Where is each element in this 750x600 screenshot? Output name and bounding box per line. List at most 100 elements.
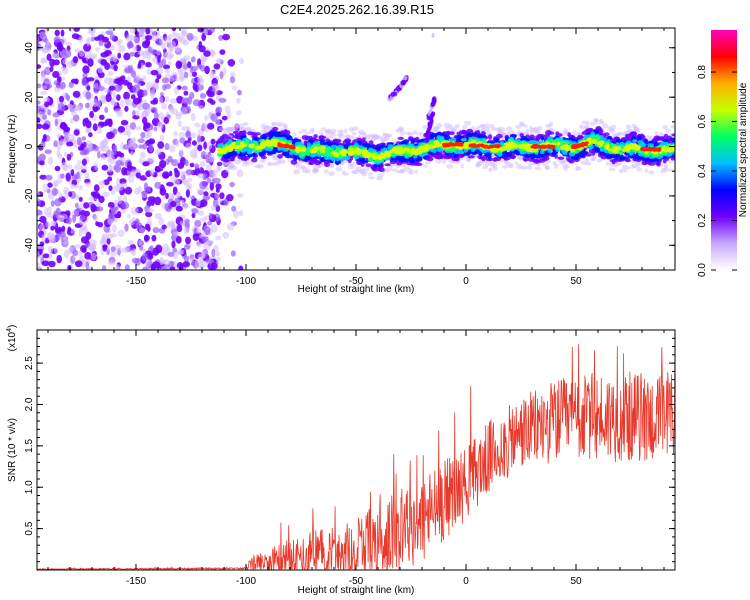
noise-speck (124, 124, 130, 130)
noise-speck (112, 185, 121, 193)
band-cell (283, 125, 288, 130)
band-cell (326, 147, 333, 153)
band-cell (610, 124, 617, 130)
noise-speck (135, 74, 141, 80)
band-cell (572, 130, 577, 135)
noise-speck (149, 123, 154, 133)
noise-speck (113, 217, 118, 223)
band-cell (637, 162, 643, 166)
noise-speck (37, 100, 41, 105)
noise-speck (113, 64, 118, 72)
band-cell (484, 126, 491, 132)
band-cell (559, 160, 565, 165)
noise-speck (187, 61, 192, 69)
noise-speck (166, 246, 171, 254)
noise-speck (218, 34, 223, 42)
noise-speck (189, 132, 197, 139)
band-cell (599, 120, 605, 125)
noise-speck (70, 229, 76, 234)
noise-speck (94, 82, 99, 89)
noise-speck (134, 258, 141, 266)
band-cell (275, 131, 282, 135)
noise-speck (99, 153, 105, 159)
band-cell (458, 153, 464, 159)
band-cell (567, 132, 571, 137)
noise-speck (107, 71, 114, 76)
noise-speck (178, 61, 183, 69)
band-cell (302, 128, 307, 133)
band-cell (345, 139, 351, 143)
band-cell (476, 129, 481, 136)
noise-speck (181, 126, 189, 131)
noise-speck (65, 172, 71, 182)
noise-speck (50, 220, 57, 227)
band-cell (631, 153, 639, 159)
noise-speck (209, 28, 216, 33)
noise-speck (41, 233, 46, 243)
noise-speck (42, 253, 50, 259)
noise-speck (198, 64, 202, 70)
noise-speck (97, 125, 103, 134)
band-cell (291, 138, 296, 143)
noise-speck (179, 137, 186, 144)
band-cell (647, 143, 654, 147)
band-cell (275, 134, 283, 138)
noise-speck (98, 180, 103, 186)
noise-speck (178, 148, 184, 157)
band-cell (545, 123, 552, 128)
noise-speck (142, 143, 148, 150)
noise-speck (158, 112, 164, 120)
noise-speck (238, 210, 244, 217)
noise-speck (184, 244, 191, 250)
noise-speck (106, 237, 111, 245)
band-cell (241, 130, 247, 136)
noise-speck (152, 261, 160, 269)
noise-speck (194, 122, 201, 128)
band-cell (544, 166, 551, 170)
noise-speck (143, 123, 151, 129)
noise-speck (133, 97, 141, 105)
noise-speck (137, 62, 142, 69)
band-cell (314, 167, 319, 173)
noise-speck (199, 161, 206, 168)
noise-speck (236, 193, 244, 198)
noise-speck (54, 118, 59, 127)
noise-speck (142, 116, 148, 125)
noise-speck (176, 95, 184, 104)
noise-speck (198, 78, 205, 86)
noise-speck (60, 29, 65, 37)
band-cell (438, 135, 445, 141)
band-cell (667, 159, 674, 164)
band-cell (643, 157, 649, 162)
band-cell (467, 155, 475, 159)
noise-speck (192, 99, 201, 107)
noise-speck (37, 262, 41, 270)
noise-speck (154, 196, 162, 206)
noise-speck (107, 155, 112, 163)
noise-speck (202, 194, 211, 201)
noise-speck (85, 91, 92, 100)
noise-speck (90, 191, 97, 197)
noise-speck (125, 34, 133, 42)
noise-speck (130, 207, 139, 215)
band-cell (540, 136, 545, 141)
noise-speck (88, 266, 93, 270)
noise-speck (54, 198, 62, 207)
noise-speck (192, 71, 197, 78)
noise-speck (47, 182, 53, 188)
noise-speck (73, 28, 81, 32)
band-cell (292, 132, 297, 138)
band-cell (359, 132, 367, 136)
noise-speck (197, 144, 203, 152)
noise-speck (180, 57, 185, 63)
noise-speck (48, 252, 53, 260)
noise-speck (192, 82, 198, 91)
noise-speck (175, 205, 183, 212)
noise-speck (203, 141, 208, 150)
noise-speck (203, 191, 209, 197)
noise-speck (207, 221, 213, 226)
band-cell (575, 153, 581, 157)
noise-speck (120, 100, 125, 108)
band-cell (471, 125, 476, 131)
